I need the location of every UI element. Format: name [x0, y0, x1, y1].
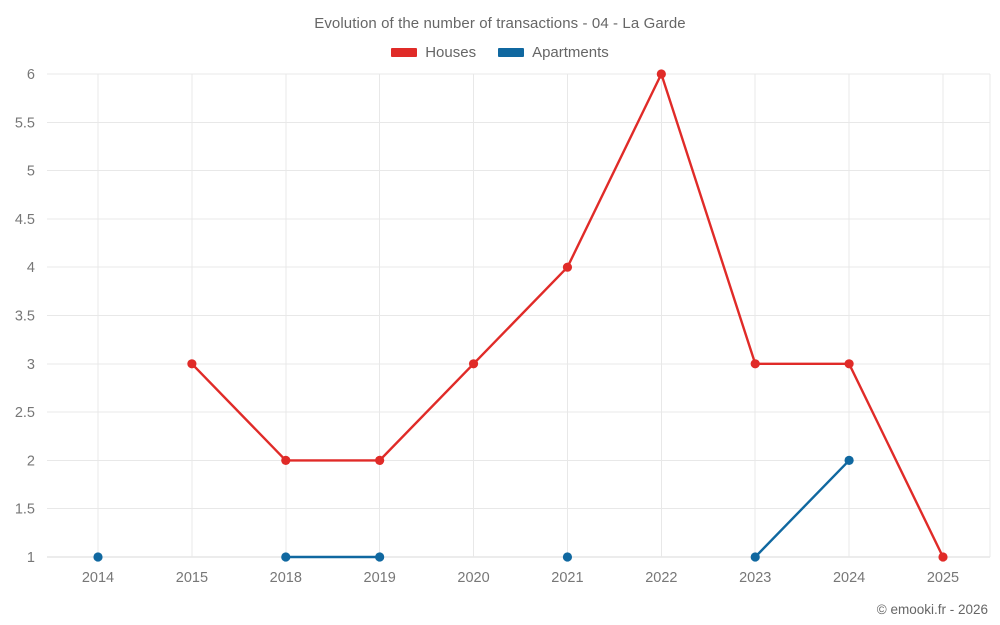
y-axis-tick-label: 5.5: [15, 115, 35, 131]
x-axis-tick-label: 2021: [551, 570, 583, 586]
legend-label-houses: Houses: [425, 44, 477, 61]
data-point-houses[interactable]: [656, 69, 666, 79]
x-axis-tick-label: 2019: [364, 570, 396, 586]
data-point-apartments[interactable]: [375, 552, 385, 562]
y-axis-tick-label: 5: [27, 164, 35, 180]
y-axis-tick-label: 4: [27, 260, 35, 276]
data-point-houses[interactable]: [468, 359, 479, 369]
data-point-houses[interactable]: [375, 455, 385, 465]
data-point-houses[interactable]: [281, 455, 291, 465]
data-point-houses[interactable]: [844, 359, 854, 369]
y-axis-tick-label: 3.5: [15, 309, 35, 325]
x-axis-tick-label: 2015: [176, 570, 208, 586]
x-axis-tick-label: 2014: [82, 570, 114, 586]
y-axis-tick-label: 1: [27, 550, 35, 566]
series-line-apartments: [754, 459, 851, 559]
y-axis-tick-label: 2: [27, 453, 35, 469]
legend-item-apartments[interactable]: Apartments: [498, 44, 609, 61]
data-point-houses[interactable]: [938, 552, 948, 562]
y-axis-tick-label: 3: [27, 357, 35, 373]
x-axis-tick-label: 2020: [457, 570, 489, 586]
y-axis-tick-label: 4.5: [15, 212, 35, 228]
legend-label-apartments: Apartments: [532, 44, 609, 61]
credit-text: © emooki.fr - 2026: [876, 602, 988, 617]
line-swatch-icon: [498, 48, 525, 57]
y-axis-tick-label: 2.5: [15, 405, 35, 421]
data-point-apartments[interactable]: [93, 552, 103, 562]
x-axis-tick-label: 2018: [270, 570, 302, 586]
data-point-houses[interactable]: [187, 359, 197, 369]
x-axis-tick-label: 2023: [739, 570, 771, 586]
data-point-apartments[interactable]: [281, 552, 291, 562]
legend-item-houses[interactable]: Houses: [391, 44, 476, 61]
data-point-houses[interactable]: [562, 262, 573, 272]
y-axis-tick-label: 1.5: [15, 502, 35, 518]
x-axis-tick-label: 2024: [833, 570, 865, 586]
x-axis-tick-label: 2022: [645, 570, 677, 586]
chart-legend: Houses Apartments: [0, 44, 1000, 61]
chart-title: Evolution of the number of transactions …: [314, 15, 686, 32]
data-point-apartments[interactable]: [844, 455, 854, 465]
data-point-apartments[interactable]: [562, 552, 573, 562]
data-point-houses[interactable]: [750, 359, 760, 369]
line-swatch-icon: [391, 48, 418, 57]
x-axis-tick-label: 2025: [927, 570, 959, 586]
y-axis-tick-label: 6: [27, 67, 35, 83]
data-point-apartments[interactable]: [750, 552, 760, 562]
